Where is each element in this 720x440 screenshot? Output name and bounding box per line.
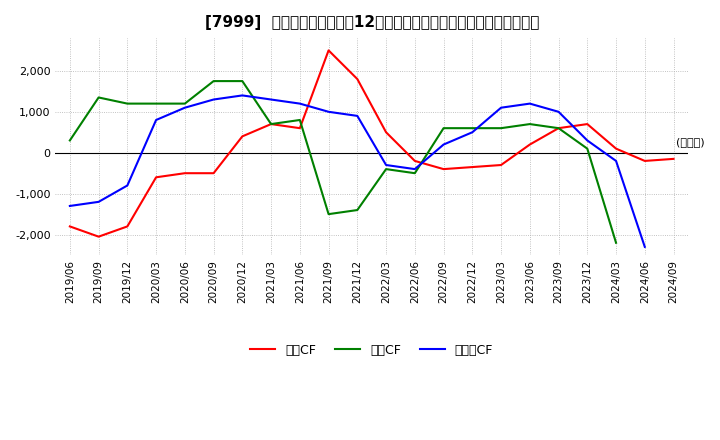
Line: 営業CF: 営業CF bbox=[70, 51, 673, 237]
フリーCF bbox=[181, 105, 189, 110]
Line: フリーCF: フリーCF bbox=[70, 95, 645, 247]
営業CF bbox=[669, 156, 678, 161]
投資CF bbox=[583, 146, 592, 151]
Y-axis label: (百万円): (百万円) bbox=[676, 136, 705, 147]
投資CF bbox=[238, 78, 247, 84]
フリーCF bbox=[497, 105, 505, 110]
フリーCF bbox=[641, 244, 649, 249]
投資CF bbox=[526, 121, 534, 127]
営業CF bbox=[238, 134, 247, 139]
Title: [7999]  キャッシュフローの12か月移動合計の対前年同期増減額の推移: [7999] キャッシュフローの12か月移動合計の対前年同期増減額の推移 bbox=[204, 15, 539, 30]
投資CF bbox=[497, 125, 505, 131]
投資CF bbox=[66, 138, 74, 143]
投資CF bbox=[210, 78, 218, 84]
営業CF bbox=[410, 158, 419, 164]
フリーCF bbox=[210, 97, 218, 102]
営業CF bbox=[324, 48, 333, 53]
フリーCF bbox=[439, 142, 448, 147]
投資CF bbox=[468, 125, 477, 131]
営業CF bbox=[181, 171, 189, 176]
フリーCF bbox=[382, 162, 390, 168]
営業CF bbox=[526, 142, 534, 147]
フリーCF bbox=[468, 130, 477, 135]
フリーCF bbox=[94, 199, 103, 205]
投資CF bbox=[353, 207, 361, 213]
投資CF bbox=[612, 240, 621, 246]
投資CF bbox=[410, 171, 419, 176]
営業CF bbox=[439, 166, 448, 172]
フリーCF bbox=[152, 117, 161, 123]
営業CF bbox=[66, 224, 74, 229]
投資CF bbox=[382, 166, 390, 172]
フリーCF bbox=[410, 166, 419, 172]
フリーCF bbox=[583, 138, 592, 143]
フリーCF bbox=[238, 93, 247, 98]
営業CF bbox=[554, 125, 563, 131]
営業CF bbox=[353, 77, 361, 82]
投資CF bbox=[554, 125, 563, 131]
投資CF bbox=[439, 125, 448, 131]
営業CF bbox=[382, 130, 390, 135]
営業CF bbox=[210, 171, 218, 176]
営業CF bbox=[267, 121, 276, 127]
投資CF bbox=[324, 212, 333, 217]
フリーCF bbox=[295, 101, 304, 106]
営業CF bbox=[497, 162, 505, 168]
Line: 投資CF: 投資CF bbox=[70, 81, 616, 243]
営業CF bbox=[94, 234, 103, 239]
フリーCF bbox=[123, 183, 132, 188]
営業CF bbox=[295, 125, 304, 131]
フリーCF bbox=[66, 203, 74, 209]
フリーCF bbox=[612, 158, 621, 164]
フリーCF bbox=[324, 109, 333, 114]
投資CF bbox=[94, 95, 103, 100]
営業CF bbox=[123, 224, 132, 229]
フリーCF bbox=[554, 109, 563, 114]
投資CF bbox=[267, 121, 276, 127]
営業CF bbox=[152, 175, 161, 180]
投資CF bbox=[152, 101, 161, 106]
営業CF bbox=[641, 158, 649, 164]
投資CF bbox=[295, 117, 304, 123]
営業CF bbox=[583, 121, 592, 127]
フリーCF bbox=[267, 97, 276, 102]
フリーCF bbox=[526, 101, 534, 106]
Legend: 営業CF, 投資CF, フリーCF: 営業CF, 投資CF, フリーCF bbox=[246, 339, 498, 362]
投資CF bbox=[123, 101, 132, 106]
投資CF bbox=[181, 101, 189, 106]
営業CF bbox=[468, 165, 477, 170]
フリーCF bbox=[353, 113, 361, 118]
営業CF bbox=[612, 146, 621, 151]
